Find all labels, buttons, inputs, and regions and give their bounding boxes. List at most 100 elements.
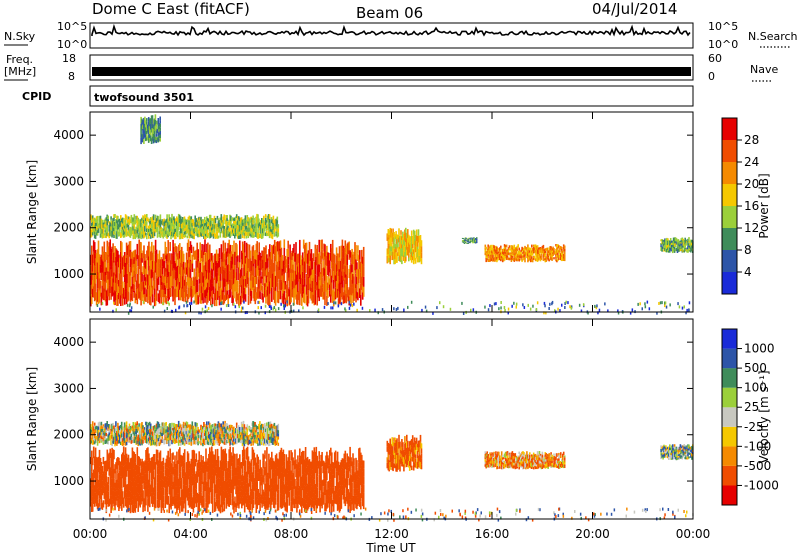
echo-cell	[216, 272, 219, 282]
echo-speckle	[377, 311, 379, 315]
echo-cell	[113, 224, 115, 228]
echo-cell	[330, 277, 332, 286]
echo-cell	[241, 228, 244, 232]
echo-cell	[271, 229, 274, 235]
echo-cell	[189, 278, 192, 288]
echo-cell	[274, 469, 277, 477]
echo-cell	[98, 449, 101, 458]
echo-cell	[159, 450, 162, 461]
echo-cell	[98, 215, 101, 219]
echo-cell	[276, 227, 279, 231]
echo-cell	[262, 276, 264, 286]
echo-cell	[348, 478, 350, 486]
echo-cell	[168, 290, 170, 300]
echo-cell	[98, 421, 101, 428]
echo-cell	[204, 220, 206, 224]
echo-cell	[159, 219, 162, 224]
echo-cell	[180, 250, 182, 263]
echo-cell	[160, 226, 163, 230]
echo-cell	[241, 489, 244, 498]
echo-cell	[190, 458, 193, 468]
echo-cell	[191, 234, 194, 239]
echo-cell	[259, 489, 261, 497]
echo-cell	[274, 462, 277, 470]
echo-cell	[329, 254, 331, 261]
echo-cell	[215, 224, 218, 228]
echo-cell	[131, 221, 134, 226]
echo-cell	[265, 228, 268, 231]
echo-cell	[101, 473, 104, 481]
echo-cell	[187, 263, 190, 276]
echo-cell	[158, 219, 161, 223]
echo-cell	[135, 219, 137, 223]
echo-speckle	[166, 307, 168, 310]
echo-cell	[182, 492, 185, 501]
echo-cell	[162, 275, 165, 284]
echo-cell	[240, 462, 242, 469]
echo-cell	[360, 283, 362, 295]
echo-cell	[95, 266, 98, 280]
echo-cell	[245, 257, 248, 273]
echo-cell	[134, 487, 137, 496]
echo-cell	[161, 498, 164, 508]
echo-cell	[217, 478, 220, 489]
echo-cell	[318, 288, 320, 302]
echo-cell	[219, 478, 222, 487]
echo-cell	[250, 290, 253, 301]
echo-cell	[465, 242, 468, 244]
echo-cell	[487, 247, 489, 251]
echo-cell	[173, 468, 175, 477]
echo-speckle	[163, 309, 166, 313]
echo-cell	[200, 467, 202, 481]
echo-cell	[413, 230, 416, 239]
echo-cell	[198, 451, 200, 462]
echo-cell	[275, 482, 278, 492]
echo-cell	[275, 472, 278, 482]
echo-cell	[168, 262, 170, 272]
echo-cell	[102, 471, 105, 479]
echo-cell	[327, 282, 329, 291]
echo-cell	[104, 271, 107, 282]
echo-cell	[467, 241, 469, 243]
echo-cell	[277, 489, 280, 500]
echo-cell	[107, 215, 109, 220]
echo-cell	[133, 284, 136, 291]
echo-cell	[149, 470, 151, 483]
echo-cell	[166, 290, 168, 298]
echo-cell	[160, 221, 163, 224]
echo-cell	[141, 234, 143, 237]
echo-cell	[172, 496, 174, 504]
echo-cell	[104, 431, 107, 436]
echo-cell	[188, 267, 191, 278]
echo-cell	[335, 289, 338, 298]
echo-cell	[348, 241, 350, 251]
echo-cell	[236, 292, 238, 304]
echo-cell	[464, 239, 467, 241]
echo-cell	[546, 247, 549, 251]
echo-speckle	[178, 305, 181, 309]
echo-cell	[413, 253, 416, 261]
echo-cell	[215, 499, 218, 507]
echo-cell	[267, 225, 270, 231]
echo-cell	[343, 463, 346, 474]
echo-cell	[473, 239, 475, 241]
echo-cell	[205, 459, 207, 470]
echo-cell	[247, 277, 250, 287]
echo-cell	[303, 459, 306, 473]
echo-cell	[158, 263, 161, 277]
echo-cell	[202, 251, 204, 262]
echo-cell	[135, 234, 137, 238]
echo-cell	[215, 260, 218, 273]
echo-cell	[236, 244, 238, 257]
echo-cell	[234, 251, 236, 265]
echo-cell	[260, 229, 262, 234]
echo-cell	[118, 457, 120, 466]
echo-cell	[263, 257, 265, 267]
echo-cell	[239, 295, 241, 306]
echo-cell	[545, 256, 548, 260]
echo-cell	[102, 424, 105, 428]
echo-cell	[235, 467, 237, 477]
echo-cell	[175, 221, 177, 226]
echo-cell	[301, 252, 304, 259]
echo-cell	[91, 488, 94, 497]
